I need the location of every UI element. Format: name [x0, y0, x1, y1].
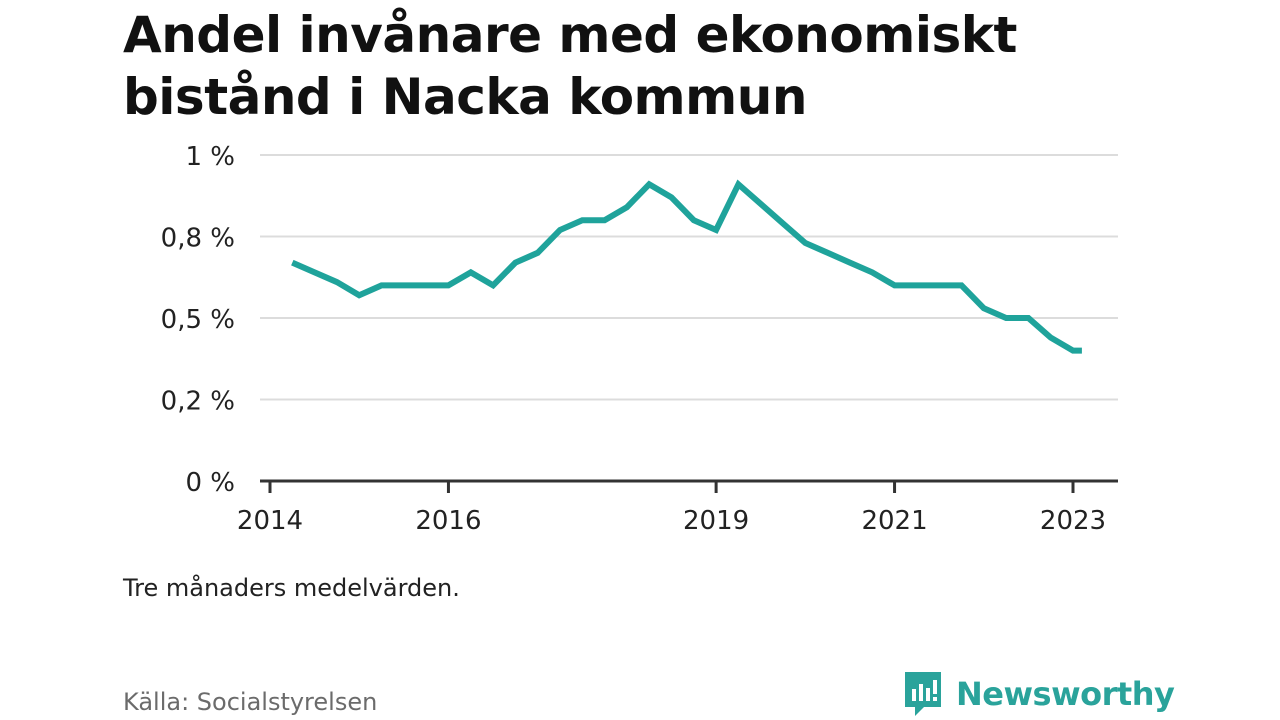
- x-tick-label: 2021: [861, 506, 927, 536]
- newsworthy-logo-icon: [905, 672, 941, 716]
- x-tick-label: 2016: [415, 506, 481, 536]
- brand-logo: Newsworthy: [902, 668, 1175, 720]
- x-tick-label: 2014: [237, 506, 303, 536]
- y-tick-label: 0,5 %: [161, 305, 235, 335]
- y-tick-label: 0,8 %: [161, 224, 235, 254]
- y-tick-label: 0 %: [185, 468, 235, 498]
- x-axis-ticks: 2014 2016 2019 2021 2023: [237, 481, 1106, 536]
- brand-name: Newsworthy: [956, 675, 1175, 713]
- y-axis-tick-labels: 0 % 0,2 % 0,5 % 0,8 % 1 %: [161, 142, 235, 498]
- x-tick-label: 2023: [1040, 506, 1106, 536]
- chart-note: Tre månaders medelvärden.: [123, 574, 460, 602]
- source-label: Källa: Socialstyrelsen: [123, 688, 378, 716]
- line-chart: 0 %0,2 %0,5 %0,8 %1 % 2014 2016 2019 2021 20…: [161, 142, 1118, 536]
- x-tick-label: 2019: [683, 506, 749, 536]
- chart-title: Andel invånare med ekonomiskt bistånd i …: [123, 6, 1017, 126]
- y-tick-label: 1 %: [185, 142, 235, 172]
- y-tick-label: 0,2 %: [161, 387, 235, 417]
- gridlines: [260, 154, 1118, 401]
- series-line: [291, 179, 1082, 354]
